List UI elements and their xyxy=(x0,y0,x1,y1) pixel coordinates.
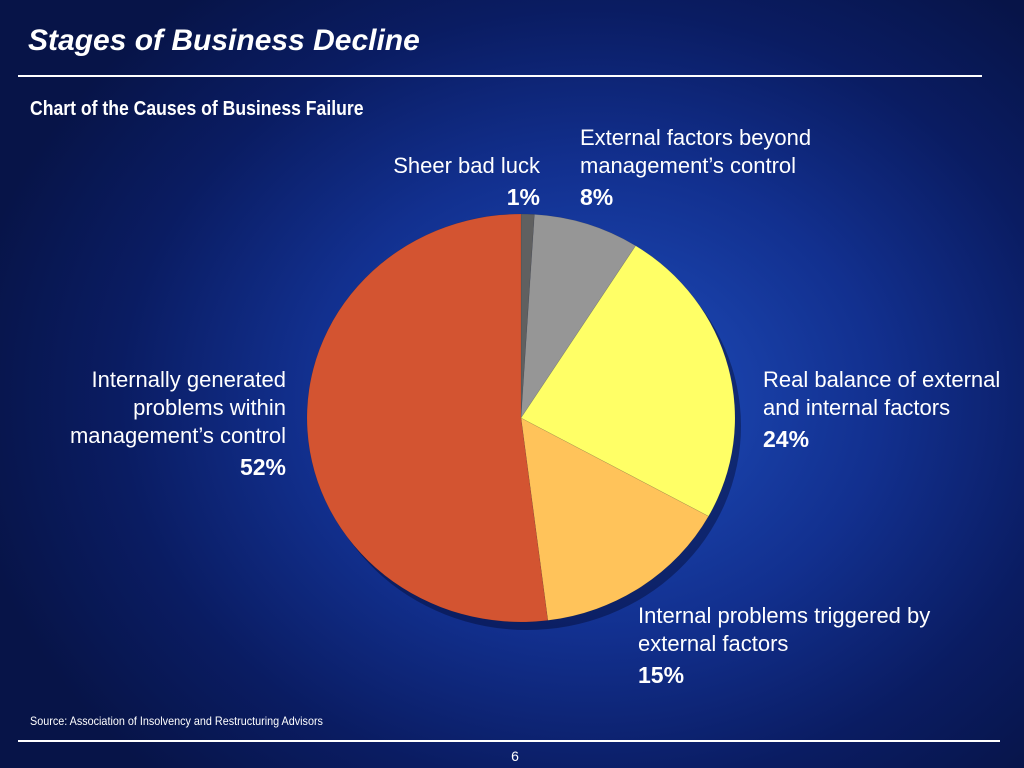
slice-label-sheer-bad-luck: Sheer bad luck 1% xyxy=(340,152,540,211)
slice-name: Sheer bad luck xyxy=(393,153,540,178)
slice-percentage: 24% xyxy=(763,426,810,452)
title-divider xyxy=(18,75,982,77)
source-note: Source: Association of Insolvency and Re… xyxy=(30,714,323,728)
footer-divider xyxy=(18,740,1000,742)
slice-label-external-factors: External factors beyond management’s con… xyxy=(580,124,830,211)
slice-name: Internally generated problems within man… xyxy=(69,367,286,448)
page-number: 6 xyxy=(0,748,1024,764)
slice-label-internal-triggered: Internal problems triggered by external … xyxy=(638,602,948,689)
slice-label-real-balance: Real balance of external and internal fa… xyxy=(763,366,1013,453)
chart-title: Chart of the Causes of Business Failure xyxy=(30,98,364,120)
page-number-text: 6 xyxy=(511,748,519,764)
slice-name: External factors beyond management’s con… xyxy=(580,125,812,178)
pie-slice-1 xyxy=(520,214,637,420)
pie-slice-4 xyxy=(306,213,549,623)
slice-name: Internal problems triggered by external … xyxy=(638,603,931,656)
slice-percentage: 52% xyxy=(239,454,286,480)
pie-slice-0 xyxy=(520,213,535,419)
pie-slice-3 xyxy=(520,417,709,621)
slide-title: Stages of Business Decline xyxy=(28,24,420,57)
slice-name: Real balance of external and internal fa… xyxy=(763,367,1001,420)
slice-label-internally-generated: Internally generated problems within man… xyxy=(40,366,286,481)
slice-percentage: 8% xyxy=(580,184,614,210)
pie-slice-2 xyxy=(520,245,736,517)
slice-percentage: 1% xyxy=(506,184,540,210)
slice-percentage: 15% xyxy=(638,662,685,688)
